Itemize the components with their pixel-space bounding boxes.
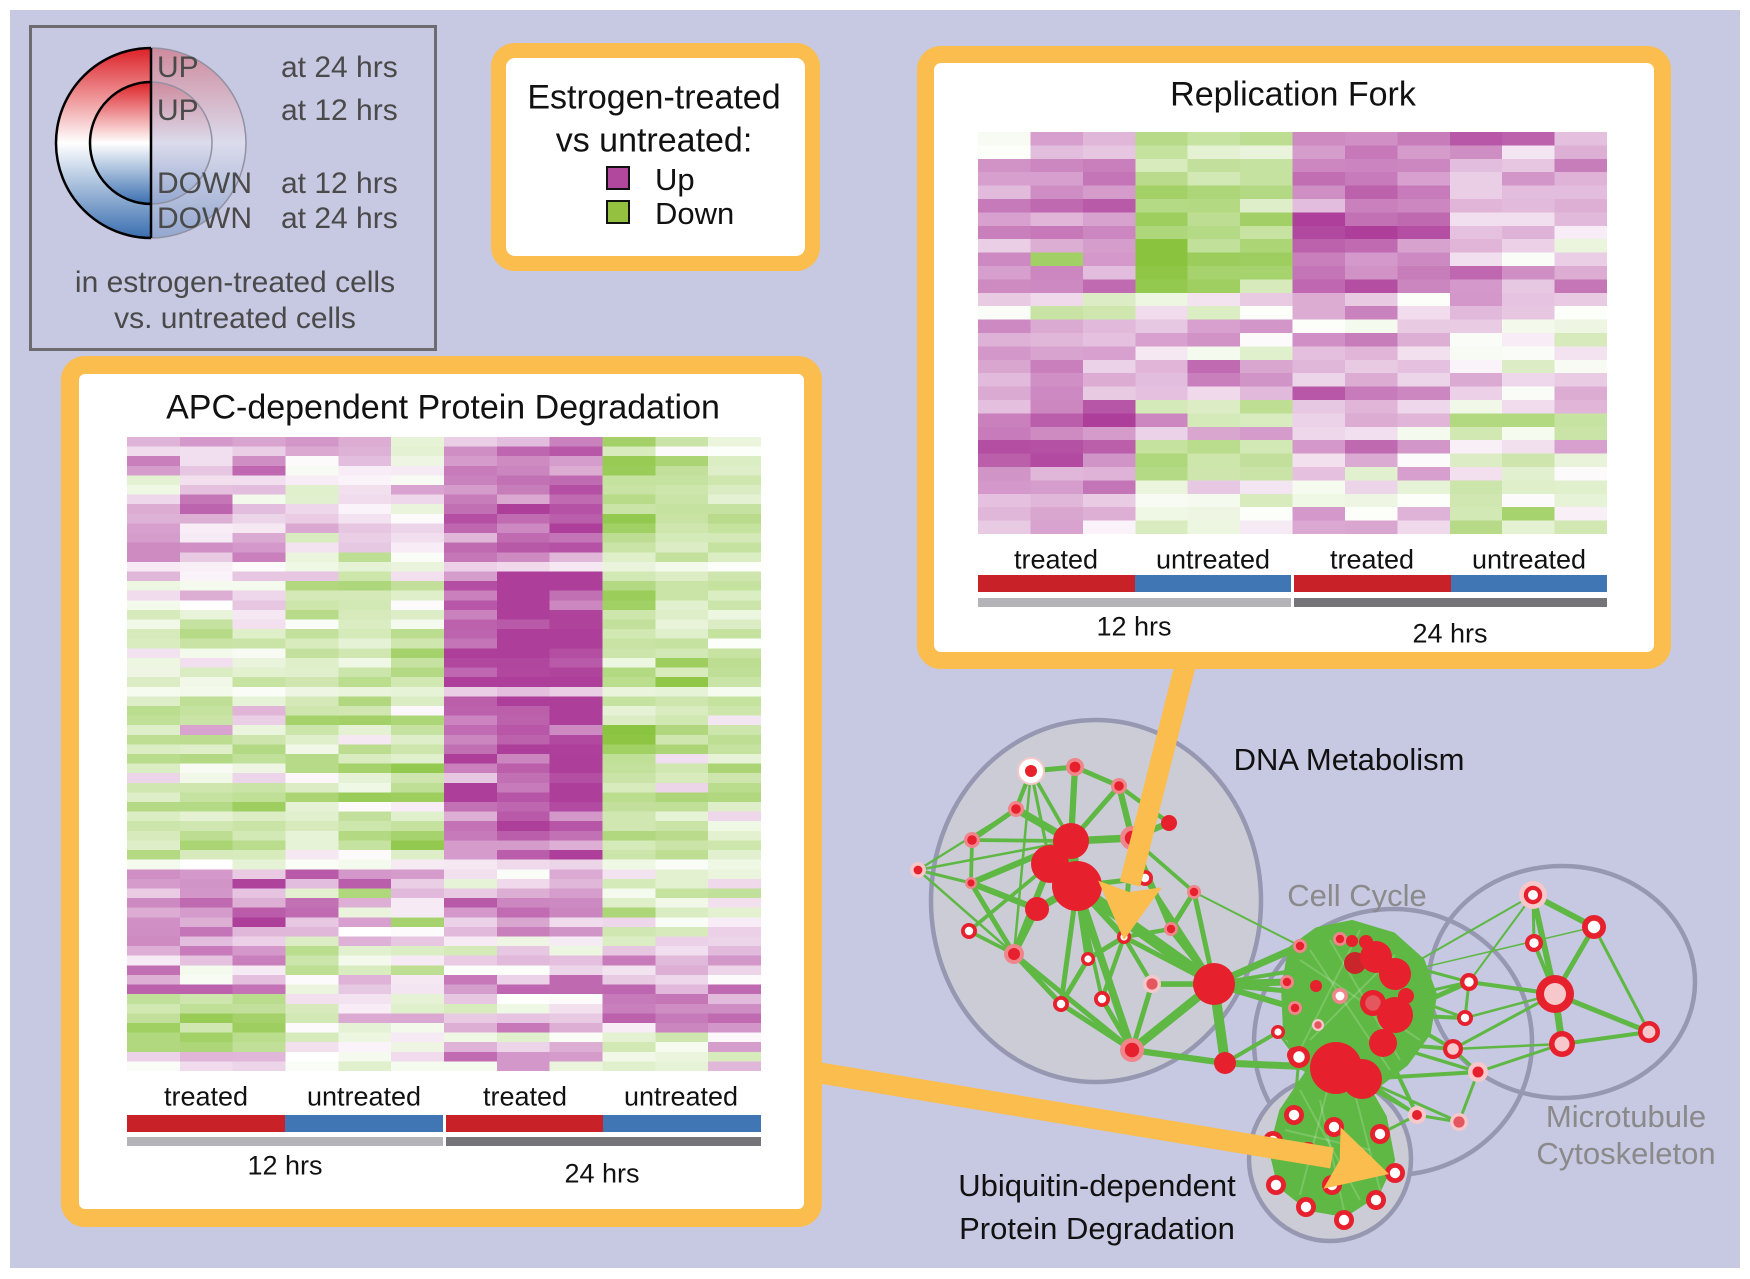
apc-time-label-12: 12 hrs [247, 1150, 323, 1181]
legend-up-swatch [606, 166, 630, 190]
apc-heatmap [127, 437, 761, 1071]
fork-group-label-treated-24: treated [1329, 544, 1415, 575]
key-down24-time: at 24 hrs [281, 202, 398, 235]
apc-group-label-untreated-24: untreated [623, 1081, 739, 1112]
key-up24-time: at 24 hrs [281, 51, 398, 84]
apc-group-label-untreated-12: untreated [306, 1081, 422, 1112]
fork-time-bar-24 [1294, 598, 1607, 607]
fork-treated-bar-12 [978, 575, 1135, 592]
key-caption-line2: vs. untreated cells [114, 302, 356, 335]
apc-time-bar-24 [446, 1137, 761, 1146]
cluster-label-ubiquitin-line2: Protein Degradation [959, 1211, 1235, 1246]
cluster-label-cytoskeleton: Cytoskeleton [1536, 1136, 1716, 1171]
apc-treated-bar-24 [446, 1115, 603, 1132]
fork-treated-bar-24 [1294, 575, 1451, 592]
legend-down-swatch [606, 200, 630, 224]
key-caption-line1: in estrogen-treated cells [74, 266, 396, 299]
apc-group-label-treated-12: treated [163, 1081, 249, 1112]
apc-time-label-24: 24 hrs [564, 1158, 640, 1189]
fork-time-label-24: 24 hrs [1412, 618, 1488, 649]
legend-up-label: Up [655, 162, 695, 197]
cluster-label-dna-metabolism: DNA Metabolism [1233, 742, 1465, 777]
key-up12-time: at 12 hrs [281, 94, 398, 127]
cluster-label-microtubule: Microtubule [1545, 1099, 1707, 1134]
fork-group-label-treated-12: treated [1013, 544, 1099, 575]
cluster-label-cell-cycle: Cell Cycle [1287, 878, 1427, 913]
updown-legend-panel: Estrogen-treated vs untreated: Up Down [491, 43, 820, 271]
fork-heatmap [978, 132, 1607, 534]
apc-untreated-bar-24 [603, 1115, 761, 1132]
key-up24-label: UP [157, 51, 199, 84]
fork-panel-title: Replication Fork [1170, 75, 1416, 114]
color-key-box: UP at 24 hrs UP at 12 hrs DOWN at 12 hrs… [29, 25, 437, 351]
apc-group-label-treated-24: treated [482, 1081, 568, 1112]
fork-time-bar-12 [978, 598, 1291, 607]
apc-time-bar-12 [127, 1137, 443, 1146]
legend-down-label: Down [655, 196, 735, 231]
fork-untreated-bar-24 [1451, 575, 1607, 592]
fork-time-label-12: 12 hrs [1096, 611, 1172, 642]
key-up12-label: UP [157, 94, 199, 127]
apc-treated-bar-12 [127, 1115, 285, 1132]
apc-untreated-bar-12 [285, 1115, 443, 1132]
key-down12-label: DOWN [157, 167, 252, 200]
fork-group-label-untreated-12: untreated [1155, 544, 1271, 575]
key-down24-label: DOWN [157, 202, 252, 235]
legend-title-line1: Estrogen-treated [527, 78, 781, 117]
apc-panel-title: APC-dependent Protein Degradation [166, 388, 720, 427]
fork-group-label-untreated-24: untreated [1471, 544, 1587, 575]
cluster-label-ubiquitin-line1: Ubiquitin-dependent [958, 1168, 1236, 1203]
fork-untreated-bar-12 [1135, 575, 1291, 592]
key-down12-time: at 12 hrs [281, 167, 398, 200]
legend-title-line2: vs untreated: [555, 121, 753, 160]
